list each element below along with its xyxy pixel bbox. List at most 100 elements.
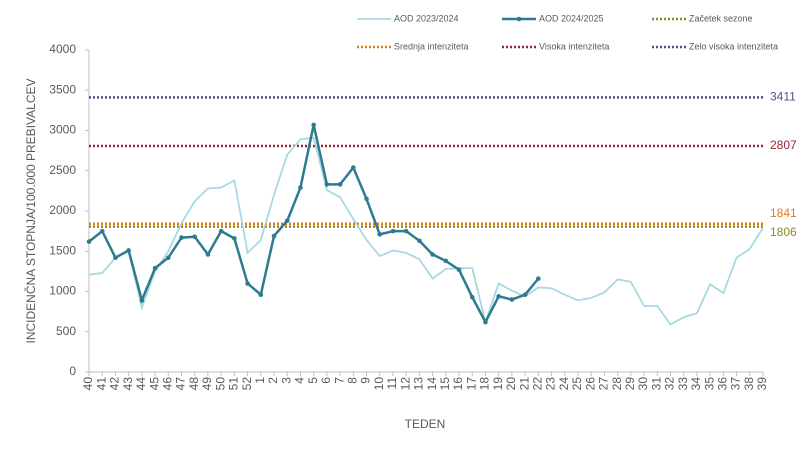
point <box>232 236 237 241</box>
point <box>496 294 501 299</box>
y-tick-label: 3000 <box>49 123 76 137</box>
y-tick-label: 0 <box>69 364 76 378</box>
point <box>139 298 145 303</box>
y-tick-label: 1500 <box>49 243 76 257</box>
x-tick-label: 7 <box>332 377 346 384</box>
x-tick-label: 14 <box>425 377 439 391</box>
x-tick-label: 42 <box>108 377 122 391</box>
x-tick-label: 15 <box>438 377 452 391</box>
y-tick-label: 1000 <box>49 284 76 298</box>
point <box>337 182 343 187</box>
x-tick-label: 17 <box>464 377 478 391</box>
x-tick-label: 3 <box>279 377 293 384</box>
point <box>403 228 409 234</box>
point <box>522 292 528 298</box>
x-tick-label: 9 <box>359 377 373 384</box>
point <box>165 255 171 260</box>
x-tick-label: 16 <box>451 377 465 391</box>
point <box>284 218 290 223</box>
x-tick-label: 11 <box>385 377 399 390</box>
x-tick-label: 38 <box>742 377 756 391</box>
x-tick-label: 1 <box>253 377 267 384</box>
legend-marker <box>516 16 522 22</box>
x-tick-label: 49 <box>200 377 214 391</box>
y-tick-label: 2000 <box>49 203 76 217</box>
point <box>192 234 198 240</box>
point <box>113 255 118 260</box>
y-tick-label: 4000 <box>49 42 76 56</box>
point <box>351 165 356 170</box>
x-tick-label: 26 <box>583 377 597 391</box>
x-tick-label: 51 <box>227 377 241 391</box>
x-tick-label: 25 <box>570 377 584 391</box>
y-axis-label: INCIDENČNA STOPNJA/100.000 PREBIVALCEV <box>23 79 38 344</box>
x-tick-label: 2 <box>266 377 280 384</box>
x-tick-label: 22 <box>531 377 545 391</box>
point <box>390 228 396 234</box>
y-tick-label: 3500 <box>49 82 76 96</box>
point <box>126 248 131 253</box>
threshold-label: 2807 <box>770 138 797 152</box>
x-tick-label: 20 <box>504 377 518 391</box>
x-tick-label: 8 <box>345 377 359 384</box>
x-tick-label: 45 <box>147 377 161 391</box>
x-tick-label: 52 <box>240 377 254 391</box>
y-tick-label: 500 <box>56 324 76 338</box>
x-tick-label: 40 <box>81 377 95 391</box>
point <box>86 239 92 244</box>
x-tick-label: 4 <box>293 377 307 384</box>
point <box>245 281 250 286</box>
x-tick-label: 27 <box>597 377 611 391</box>
threshold-label: 1841 <box>770 206 797 220</box>
threshold-label: 1806 <box>770 225 797 239</box>
point <box>483 319 488 325</box>
x-tick-label: 29 <box>623 377 637 391</box>
x-tick-label: 19 <box>491 377 505 391</box>
point <box>298 185 303 190</box>
point <box>271 233 277 239</box>
x-tick-label: 6 <box>319 377 333 384</box>
series-line <box>88 136 764 326</box>
point <box>99 228 105 234</box>
legend-label: Začetek sezone <box>689 13 753 23</box>
x-tick-label: 28 <box>610 377 624 391</box>
x-tick-label: 24 <box>557 377 571 391</box>
point <box>430 252 435 257</box>
point <box>179 235 184 240</box>
point <box>443 258 449 264</box>
x-axis-label: TEDEN <box>405 417 446 431</box>
legend-label: Zelo visoka intenziteta <box>689 41 778 51</box>
x-tick-label: 32 <box>663 377 677 391</box>
point <box>536 276 541 281</box>
x-tick-label: 37 <box>729 377 743 391</box>
x-tick-label: 47 <box>174 377 188 391</box>
x-tick-label: 30 <box>636 377 650 391</box>
x-tick-label: 43 <box>121 377 135 391</box>
x-tick-label: 46 <box>160 377 174 391</box>
x-tick-label: 48 <box>187 377 201 391</box>
x-tick-label: 31 <box>649 377 663 391</box>
legend-label: Visoka intenziteta <box>539 41 609 51</box>
point <box>456 267 462 273</box>
x-tick-label: 44 <box>134 377 148 391</box>
point <box>152 265 158 271</box>
point <box>258 292 264 298</box>
point <box>324 182 330 187</box>
x-tick-label: 18 <box>478 377 492 391</box>
y-tick-label: 2500 <box>49 163 76 177</box>
x-tick-label: 36 <box>716 377 730 391</box>
point <box>509 297 515 302</box>
point <box>417 238 422 244</box>
legend-label: AOD 2023/2024 <box>394 13 459 23</box>
x-tick-label: 23 <box>544 377 558 391</box>
x-tick-label: 10 <box>372 377 386 391</box>
x-tick-label: 50 <box>213 377 227 391</box>
x-tick-label: 5 <box>306 377 320 384</box>
point <box>469 294 475 300</box>
point <box>218 228 224 234</box>
threshold-label: 3411 <box>770 90 796 104</box>
x-tick-label: 33 <box>676 377 690 391</box>
x-tick-label: 34 <box>689 377 703 391</box>
legend-label: AOD 2024/2025 <box>539 13 604 23</box>
